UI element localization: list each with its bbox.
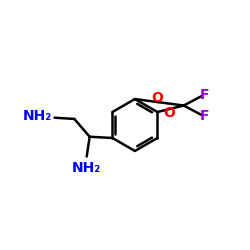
Text: NH₂: NH₂ [23,110,52,124]
Text: O: O [151,91,163,105]
Text: O: O [163,106,175,120]
Text: F: F [200,88,209,102]
Text: NH₂: NH₂ [72,161,101,175]
Text: F: F [200,109,209,123]
